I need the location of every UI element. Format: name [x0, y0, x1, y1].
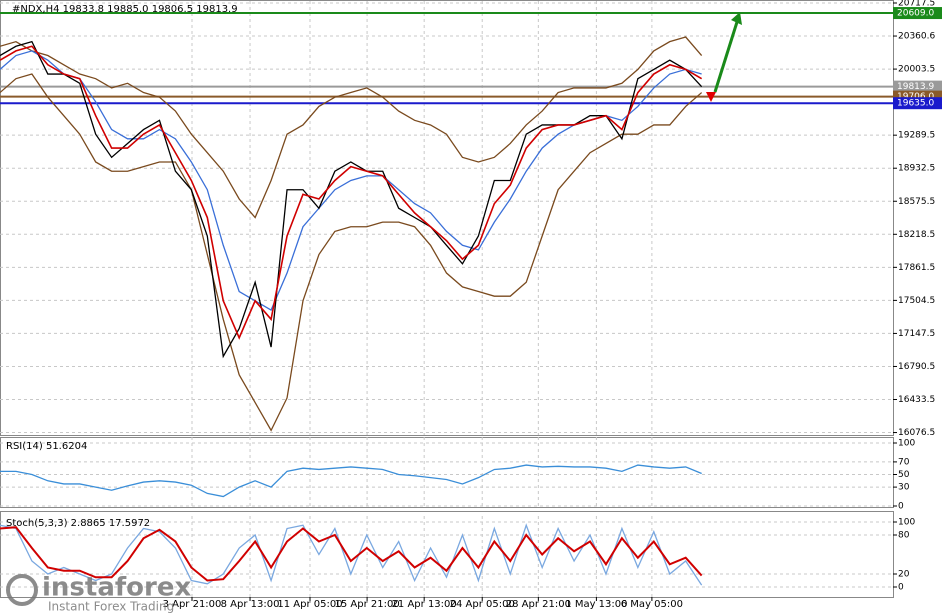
logo: [6, 574, 38, 606]
y-tick-label: 0: [898, 502, 904, 512]
x-tick-label: 6 May 05:00: [621, 599, 683, 610]
level-label: 19635.0: [897, 99, 934, 109]
series-line: [0, 45, 703, 340]
y-tick-label: 19289.5: [898, 131, 935, 141]
y-tick-label: 30: [898, 483, 910, 493]
y-tick-label: 16433.5: [898, 395, 935, 405]
y-tick-label: 80: [898, 531, 910, 541]
level-box: [893, 97, 942, 110]
y-tick-label: 17147.5: [898, 329, 935, 339]
x-tick-label: 21 Apr 13:00: [392, 599, 457, 610]
chart-title: #NDX,H4 19833.8 19885.0 19806.5 19813.9: [12, 4, 238, 15]
series-line: [0, 73, 703, 432]
series-line: [0, 526, 703, 582]
y-tick-label: 18218.5: [898, 230, 935, 240]
y-tick-label: 16076.5: [898, 428, 935, 438]
y-tick-label: 70: [898, 457, 910, 467]
brand: instaforex: [42, 573, 192, 603]
y-tick-label: 20360.6: [898, 32, 935, 42]
y-tick-label: 18575.5: [898, 197, 935, 207]
y-tick-label: 100: [898, 518, 915, 528]
series-line: [0, 36, 703, 219]
x-tick-label: 8 Apr 13:00: [221, 599, 280, 610]
down-arrow: [706, 92, 716, 102]
level-box: [893, 80, 942, 93]
y-tick-label: 20003.5: [898, 65, 935, 75]
x-tick-label: 1 May 13:00: [565, 599, 627, 610]
x-tick-label: 3 Apr 21:00: [163, 599, 222, 610]
y-tick-label: 17504.5: [898, 296, 935, 306]
y-tick-label: 50: [898, 470, 910, 480]
level-box: [893, 7, 942, 20]
x-tick-label: 15 Apr 21:00: [334, 599, 399, 610]
rsi-title: RSI(14) 51.6204: [6, 441, 87, 452]
x-tick-label: 24 Apr 05:00: [450, 599, 515, 610]
y-tick-label: 0: [898, 583, 904, 593]
x-tick-label: 11 Apr 05:00: [277, 599, 342, 610]
level-label: 20609.0: [897, 9, 934, 19]
watermark: instaforex Instant Forex Trading: [6, 573, 192, 614]
y-tick-label: 20717.5: [898, 0, 935, 9]
stoch-title: Stoch(5,3,3) 2.8865 17.5972: [6, 518, 150, 529]
level-label: 19706.0: [897, 92, 934, 102]
series-line: [0, 464, 702, 498]
series-line: [0, 40, 703, 359]
up-arrow: [713, 21, 739, 93]
y-tick-label: 18932.5: [898, 164, 935, 174]
rsi-panel: [0, 437, 894, 508]
y-tick-label: 20: [898, 570, 910, 580]
price-panel: [0, 0, 894, 436]
stoch-panel: [0, 511, 894, 598]
y-tick-label: 16790.5: [898, 362, 935, 372]
tagline: Instant Forex Trading: [48, 600, 174, 614]
y-tick-label: 100: [898, 439, 915, 449]
x-tick-label: 28 Apr 21:00: [506, 599, 571, 610]
level-label: 19813.9: [897, 82, 934, 92]
y-tick-label: 17861.5: [898, 263, 935, 273]
up-arrow-head: [731, 12, 742, 25]
